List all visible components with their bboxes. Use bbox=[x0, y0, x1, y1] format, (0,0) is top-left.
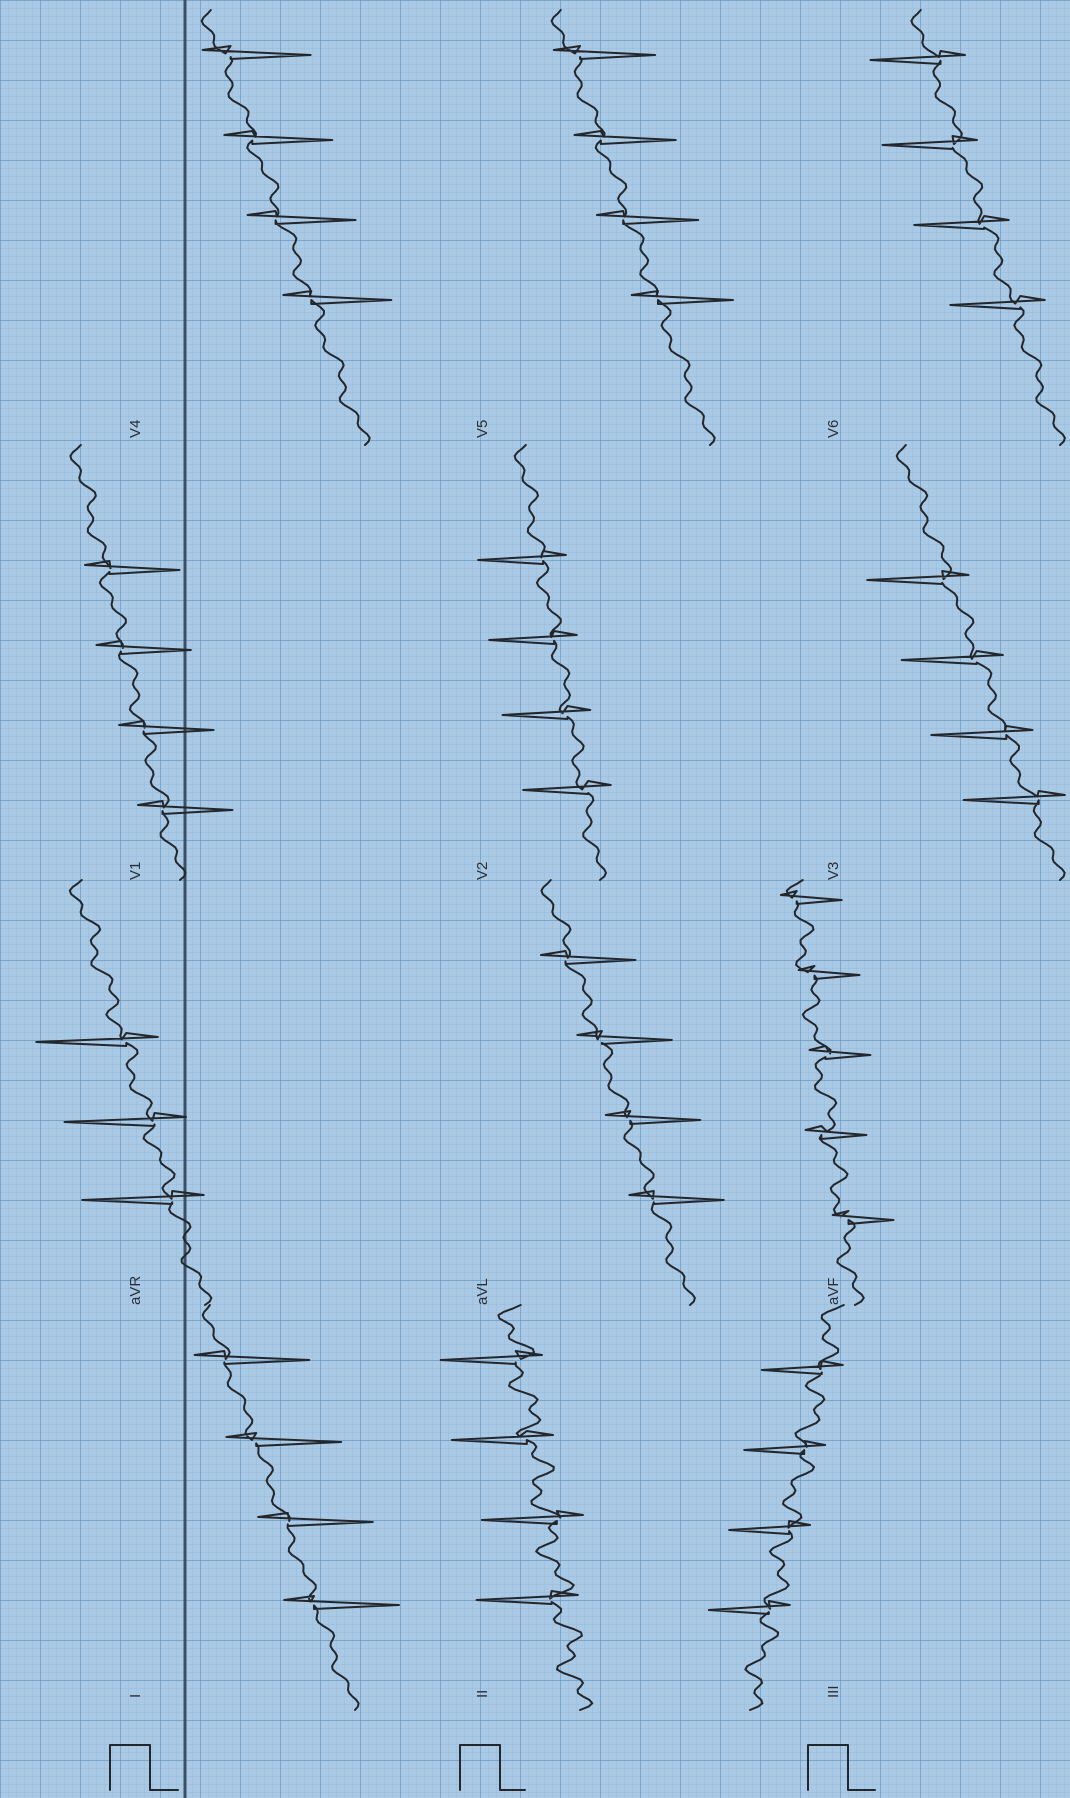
trace-V3 bbox=[866, 444, 1066, 881]
lead-label-aVF: aVF bbox=[825, 1277, 842, 1305]
lead-label-aVR: aVR bbox=[127, 1276, 144, 1305]
trace-V6 bbox=[869, 9, 1066, 446]
trace-II bbox=[439, 1304, 594, 1711]
trace-V2 bbox=[477, 444, 612, 881]
lead-label-V1: V1 bbox=[127, 862, 144, 880]
calibration-pulse-col1 bbox=[109, 1744, 179, 1791]
lead-label-V4: V4 bbox=[127, 420, 144, 438]
trace-aVF bbox=[779, 879, 895, 1306]
lead-label-V2: V2 bbox=[474, 862, 491, 880]
calibration-pulse-col2 bbox=[459, 1744, 526, 1791]
lead-label-V3: V3 bbox=[825, 862, 842, 880]
ecg-traces bbox=[35, 9, 1066, 1711]
lead-label-II: II bbox=[474, 1690, 491, 1698]
trace-V1 bbox=[69, 444, 234, 881]
lead-label-III: III bbox=[825, 1685, 842, 1698]
calibration-pulse-col3 bbox=[807, 1744, 876, 1791]
trace-aVL bbox=[540, 879, 725, 1306]
trace-III bbox=[707, 1304, 845, 1711]
lead-label-V6: V6 bbox=[825, 420, 842, 438]
lead-label-V5: V5 bbox=[474, 420, 491, 438]
trace-I bbox=[193, 1304, 400, 1711]
trace-aVR bbox=[35, 879, 213, 1306]
lead-label-I: I bbox=[127, 1694, 144, 1698]
trace-V5 bbox=[550, 9, 734, 446]
lead-label-aVL: aVL bbox=[474, 1278, 491, 1305]
trace-V4 bbox=[200, 9, 393, 446]
